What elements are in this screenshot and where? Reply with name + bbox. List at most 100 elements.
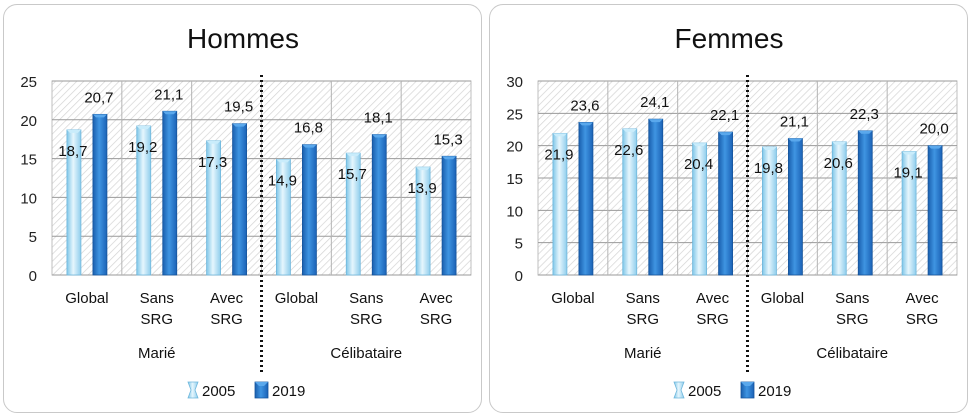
x-tick-label: SRG [420, 311, 453, 328]
legend-swatch-2005 [187, 381, 199, 399]
data-label-2019: 22,1 [710, 107, 739, 124]
bar-2019 [718, 131, 733, 276]
group-label: Marié [624, 345, 662, 362]
data-label-2019: 21,1 [780, 114, 809, 131]
y-tick-label: 20 [20, 113, 37, 130]
group-label: Célibataire [330, 345, 402, 362]
data-label-2005: 19,1 [893, 164, 922, 181]
bar-2019-cap [302, 144, 317, 148]
y-tick-label: 5 [515, 236, 523, 253]
data-label-2019: 21,1 [154, 86, 183, 103]
chart-title: Femmes [675, 23, 784, 54]
legend-swatch-2005 [673, 381, 685, 399]
bar-2019 [788, 138, 803, 276]
bar-2019 [302, 144, 317, 276]
bar-2005-cap [552, 133, 567, 137]
x-tick-label: Avec [906, 290, 940, 307]
bar-2019 [371, 134, 387, 276]
bar-2019-cap [442, 156, 457, 160]
legend-label-2005: 2005 [202, 383, 235, 400]
data-label-2019: 20,0 [919, 121, 948, 138]
bar-2019 [92, 113, 108, 276]
group-label: Célibataire [816, 345, 888, 362]
bar-2019-cap [162, 111, 177, 115]
bar-2005-cap [276, 159, 291, 163]
bar-2005-cap [762, 146, 777, 150]
x-tick-label: Sans [835, 290, 869, 307]
data-label-2005: 20,6 [824, 155, 853, 172]
bar-2005-cap [206, 140, 221, 144]
data-label-2005: 17,3 [198, 154, 227, 171]
bar-2019-cap [92, 114, 107, 118]
bar-2019 [927, 145, 943, 276]
x-tick-label: SRG [140, 311, 173, 328]
bar-2019 [441, 155, 457, 276]
x-tick-label: Global [275, 290, 318, 307]
bar-2005-cap [692, 143, 707, 147]
data-label-2019: 23,6 [570, 97, 599, 114]
chart-panel-hommes: Hommes 0 5 10 15 20 25 18,7 20,7 19,2 21,1 17,3 19,5… [3, 4, 482, 413]
bar-2019-cap [648, 119, 663, 123]
x-tick-label: Avec [420, 290, 454, 307]
data-label-2005: 20,4 [684, 156, 713, 173]
bar-2019-cap [788, 138, 803, 142]
x-tick-label: Global [761, 290, 804, 307]
data-label-2019: 15,3 [433, 131, 462, 148]
bar-2019 [232, 123, 247, 276]
bar-2005-cap [136, 126, 151, 130]
x-tick-label: Global [65, 290, 108, 307]
bar-2019-cap [578, 122, 593, 126]
data-label-2005: 15,7 [338, 166, 367, 183]
data-label-2019: 24,1 [640, 94, 669, 111]
bar-2019 [162, 110, 178, 276]
x-tick-label: SRG [906, 311, 939, 328]
y-tick-label: 0 [515, 268, 523, 285]
bar-chart-femmes: Femmes 0 5 10 15 20 25 30 21,9 23,6 22,6 24,1 20,4 22… [506, 23, 958, 400]
data-label-2019: 18,1 [364, 110, 393, 127]
legend-swatch-2019-cap [255, 382, 268, 386]
legend-swatch-2019-cap [741, 382, 754, 386]
data-label-2019: 16,8 [294, 120, 323, 137]
x-tick-label: Sans [349, 290, 383, 307]
legend-label-2019: 2019 [272, 383, 305, 400]
bar-2019 [578, 121, 594, 276]
bar-2019-cap [232, 123, 247, 127]
bar-2019-cap [372, 134, 387, 138]
y-tick-label: 10 [506, 203, 523, 220]
y-tick-label: 5 [29, 229, 37, 246]
bar-2019-cap [858, 130, 873, 134]
data-label-2005: 14,9 [268, 172, 297, 189]
x-tick-label: SRG [626, 311, 659, 328]
bar-2005-cap [416, 167, 431, 171]
bar-2019-cap [718, 132, 733, 136]
bar-2005-cap [66, 129, 81, 133]
y-tick-label: 25 [20, 74, 37, 91]
group-label: Marié [138, 345, 176, 362]
y-tick-label: 15 [20, 152, 37, 169]
x-tick-label: SRG [210, 311, 243, 328]
y-tick-label: 0 [29, 268, 37, 285]
bar-chart-hommes: Hommes 0 5 10 15 20 25 18,7 20,7 19,2 21,1 17,3 19,5… [20, 23, 472, 400]
data-label-2005: 21,9 [544, 146, 573, 163]
bar-2005-cap [346, 153, 361, 157]
x-tick-label: Sans [140, 290, 174, 307]
y-tick-label: 10 [20, 190, 37, 207]
data-label-2005: 22,6 [614, 142, 643, 159]
data-label-2005: 18,7 [58, 143, 87, 160]
legend-label-2019: 2019 [758, 383, 791, 400]
y-tick-label: 20 [506, 139, 523, 156]
x-tick-label: SRG [350, 311, 383, 328]
y-tick-label: 25 [506, 106, 523, 123]
x-tick-label: SRG [836, 311, 869, 328]
chart-panel-femmes: Femmes 0 5 10 15 20 25 30 21,9 23,6 22,6 24,1 20,4 22… [489, 4, 968, 413]
y-tick-label: 30 [506, 74, 523, 91]
data-label-2005: 13,9 [407, 180, 436, 197]
data-label-2019: 19,5 [224, 99, 253, 116]
chart-title: Hommes [187, 23, 299, 54]
bar-2005-cap [902, 151, 917, 155]
bar-2019 [857, 130, 873, 276]
x-tick-label: SRG [696, 311, 729, 328]
x-tick-label: Avec [696, 290, 730, 307]
data-label-2005: 19,2 [128, 139, 157, 156]
y-tick-label: 15 [506, 171, 523, 188]
